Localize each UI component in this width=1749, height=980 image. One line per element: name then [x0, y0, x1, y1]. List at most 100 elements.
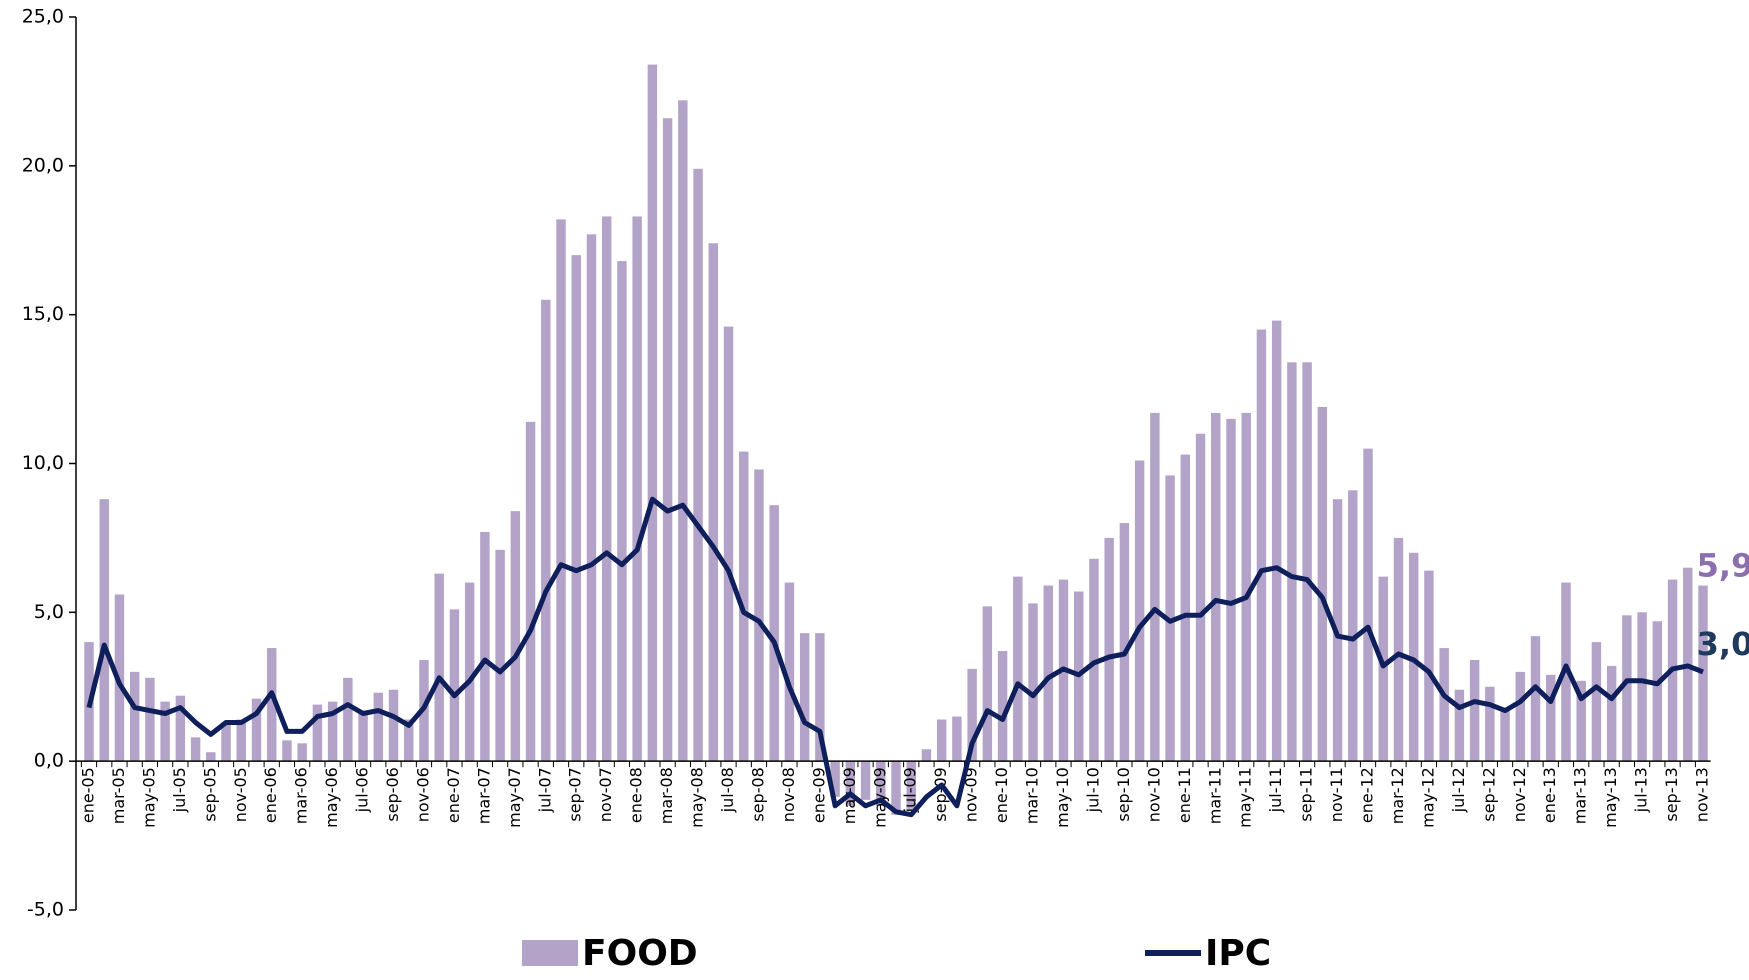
bar	[1348, 490, 1358, 762]
y-tick-label: 20,0	[22, 154, 64, 176]
y-tick-label: -5,0	[27, 899, 64, 921]
x-tick-label: sep-10	[1114, 767, 1133, 821]
bar	[876, 761, 886, 806]
bar	[708, 243, 719, 762]
bar	[1576, 680, 1586, 762]
x-tick-label: jul-12	[1449, 767, 1468, 813]
bar	[815, 633, 825, 762]
bar	[1622, 615, 1632, 762]
x-tick-label: nov-13	[1693, 767, 1712, 822]
bar	[1271, 320, 1282, 762]
x-tick-label: ene-05	[79, 767, 98, 823]
x-tick-label: ene-10	[992, 767, 1011, 823]
data-label: 3,0	[1697, 625, 1749, 663]
x-tick-label: mar-12	[1388, 767, 1407, 824]
x-tick-label: nov-08	[779, 767, 798, 822]
bar	[266, 648, 277, 762]
x-tick-label: jul-07	[535, 767, 554, 813]
bar	[312, 704, 323, 762]
x-tick-label: may-10	[1053, 767, 1072, 828]
x-tick-label: mar-13	[1571, 767, 1590, 824]
bar	[754, 469, 764, 762]
bar	[510, 511, 521, 762]
bar	[388, 689, 399, 762]
x-tick-label: may-07	[505, 767, 524, 828]
x-tick-label: sep-12	[1479, 767, 1498, 821]
bar	[1089, 558, 1099, 762]
bar	[282, 740, 292, 762]
bar	[1180, 454, 1191, 762]
bar	[327, 701, 338, 762]
bar	[1393, 537, 1404, 762]
bar	[297, 743, 307, 762]
bar	[1119, 523, 1130, 762]
x-tick-label: jul-11	[1266, 767, 1285, 813]
x-tick-label: mar-05	[109, 767, 128, 824]
bar	[647, 64, 658, 762]
bar	[404, 719, 414, 762]
bar	[251, 698, 262, 762]
bar	[464, 582, 475, 762]
bar	[662, 118, 673, 762]
bar	[1043, 585, 1053, 762]
x-tick-label: mar-11	[1205, 767, 1224, 824]
bar	[891, 761, 901, 815]
bar	[1424, 570, 1434, 762]
x-tick-label: sep-07	[566, 767, 585, 821]
bar	[373, 692, 384, 762]
bar	[617, 261, 627, 762]
x-tick-label: may-11	[1236, 767, 1255, 828]
bar	[1211, 412, 1221, 762]
bar	[1195, 433, 1206, 762]
bar	[1652, 621, 1663, 762]
x-tick-label: jul-09	[901, 767, 920, 813]
bar	[967, 668, 977, 762]
bar	[449, 609, 460, 762]
bar	[1226, 418, 1236, 762]
bar	[206, 752, 216, 762]
bar	[1104, 537, 1114, 762]
bar	[1637, 612, 1647, 762]
bar	[1698, 585, 1708, 762]
x-tick-label: jul-13	[1632, 767, 1651, 813]
x-tick-label: nov-10	[1144, 767, 1163, 822]
bar	[571, 255, 581, 762]
x-tick-label: ene-09	[809, 767, 828, 823]
line	[86, 496, 1704, 818]
bar	[358, 710, 368, 762]
bar	[952, 716, 962, 762]
x-tick-label: ene-07	[444, 767, 463, 823]
bar	[1454, 689, 1465, 762]
legend-swatch	[522, 940, 578, 966]
x-tick-label: may-13	[1601, 767, 1620, 828]
bar	[1378, 576, 1388, 762]
bar	[1134, 460, 1145, 762]
bar	[1469, 659, 1480, 762]
bar	[160, 701, 170, 762]
bar	[1485, 686, 1495, 762]
x-tick-label: nov-11	[1327, 767, 1346, 822]
x-tick-label: sep-05	[200, 767, 219, 821]
x-tick-label: ene-08	[627, 767, 646, 823]
x-tick-label: may-09	[870, 767, 889, 828]
bar	[175, 695, 186, 762]
bar	[1287, 362, 1297, 762]
bar	[99, 499, 109, 762]
x-tick-label: ene-06	[261, 767, 280, 823]
x-tick-label: nov-06	[413, 767, 432, 822]
bar	[906, 761, 916, 809]
bar	[1241, 412, 1251, 762]
x-tick-label: ene-12	[1358, 767, 1377, 823]
y-tick-label: 10,0	[22, 452, 64, 474]
bar	[693, 168, 703, 762]
x-tick-label: may-12	[1418, 767, 1437, 828]
bar	[434, 573, 444, 762]
bar	[1546, 674, 1556, 762]
bar	[1530, 636, 1541, 762]
bar	[632, 216, 642, 762]
legend-label: FOOD	[582, 933, 698, 974]
x-tick-label: mar-10	[1023, 767, 1042, 824]
bar	[1317, 406, 1328, 762]
x-tick-label: may-08	[688, 767, 707, 828]
